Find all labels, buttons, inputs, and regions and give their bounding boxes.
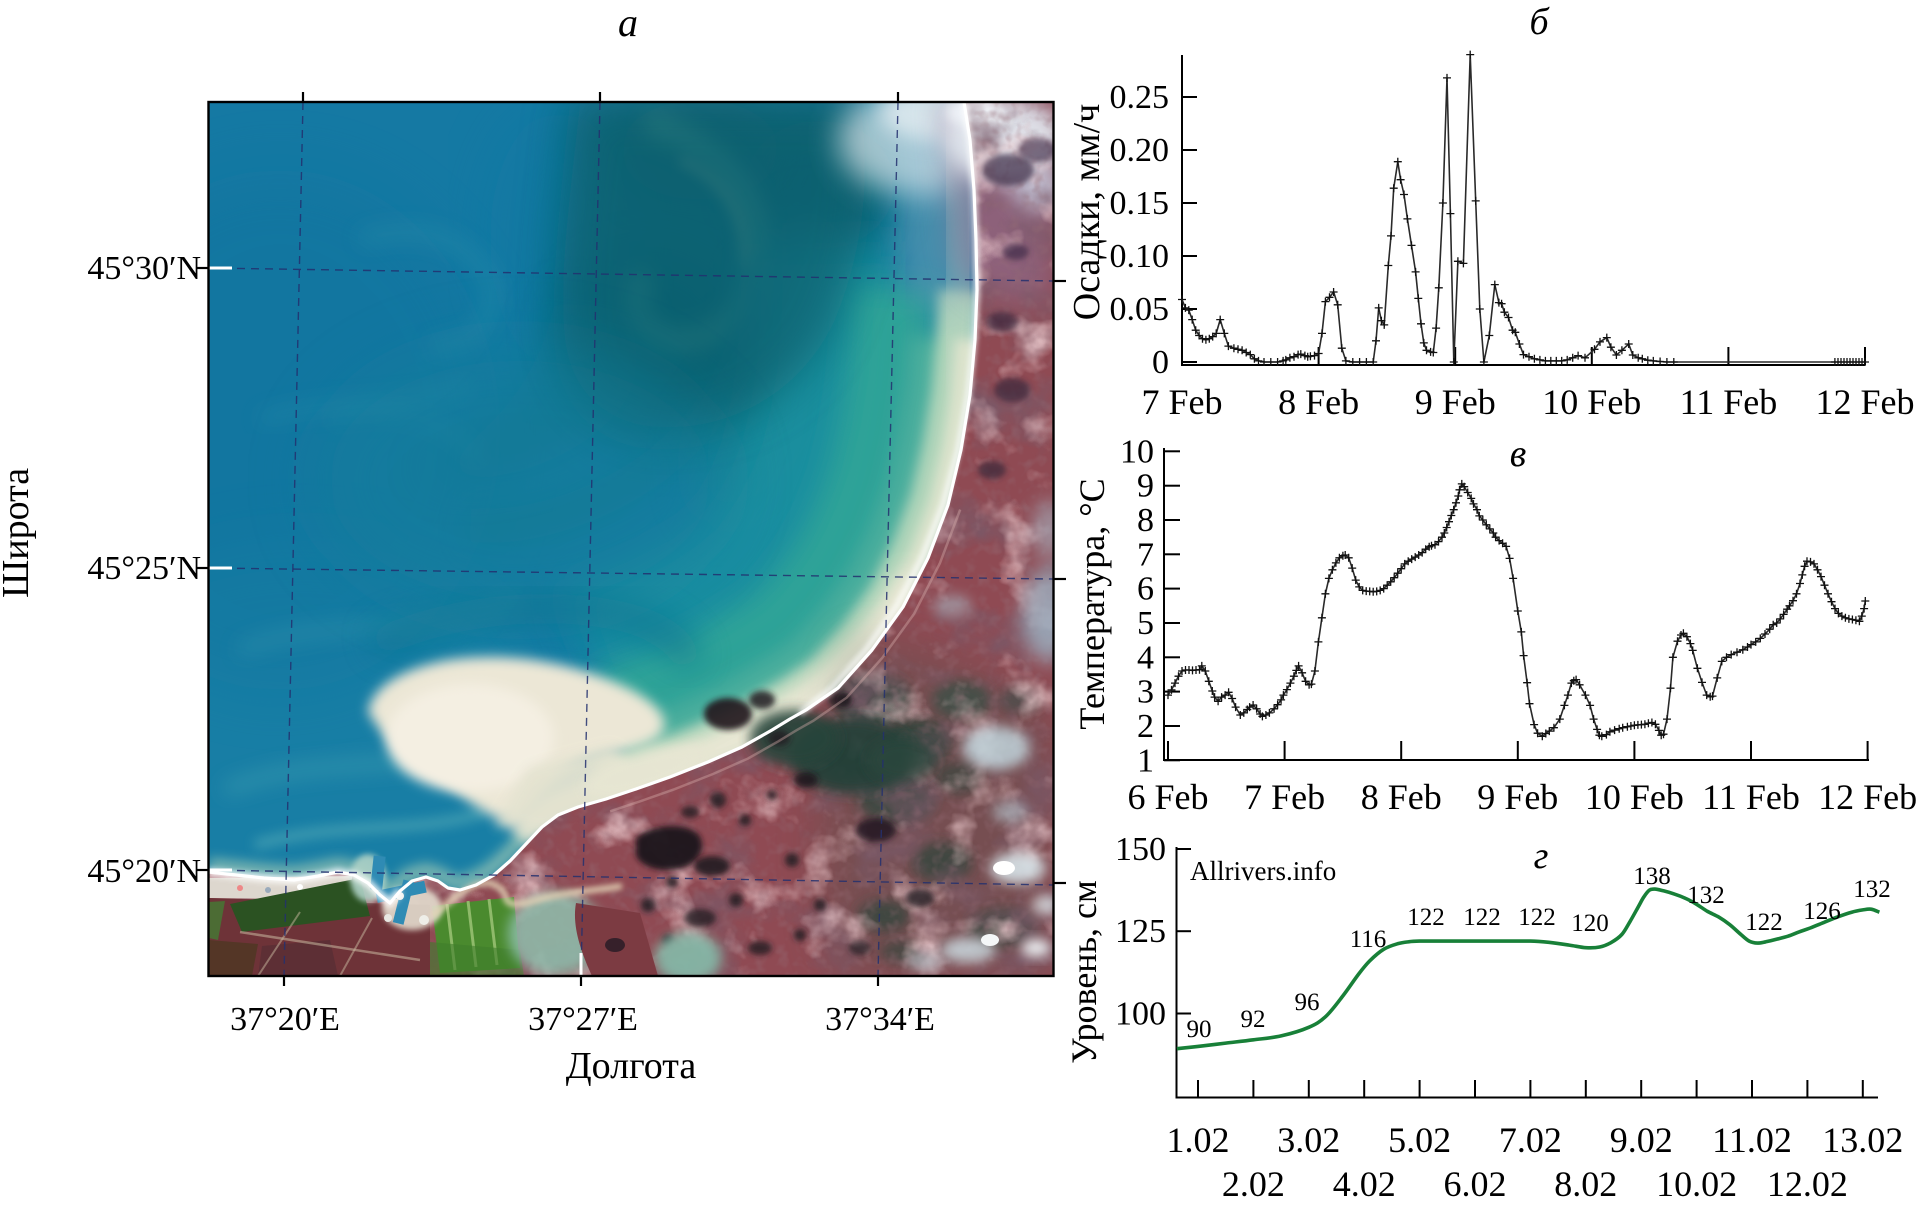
- svg-text:9.02: 9.02: [1610, 1120, 1673, 1160]
- svg-text:б: б: [1529, 1, 1550, 43]
- svg-text:10 Feb: 10 Feb: [1585, 777, 1684, 817]
- svg-text:37°34′E: 37°34′E: [825, 1001, 935, 1038]
- svg-text:12 Feb: 12 Feb: [1816, 382, 1915, 422]
- svg-text:11 Feb: 11 Feb: [1702, 777, 1800, 817]
- svg-text:120: 120: [1571, 910, 1609, 937]
- svg-text:Температура, °С: Температура, °С: [1072, 478, 1112, 729]
- svg-text:132: 132: [1853, 876, 1891, 903]
- svg-text:90: 90: [1187, 1016, 1212, 1043]
- svg-text:150: 150: [1115, 831, 1166, 868]
- svg-text:8 Feb: 8 Feb: [1278, 382, 1359, 422]
- svg-text:Осадки, мм/ч: Осадки, мм/ч: [1066, 104, 1108, 321]
- svg-text:10: 10: [1120, 433, 1154, 470]
- svg-text:7 Feb: 7 Feb: [1244, 777, 1325, 817]
- svg-text:0.20: 0.20: [1110, 132, 1170, 169]
- svg-text:г: г: [1534, 835, 1549, 877]
- svg-text:125: 125: [1115, 913, 1166, 950]
- svg-text:6 Feb: 6 Feb: [1128, 777, 1209, 817]
- svg-text:4.02: 4.02: [1333, 1164, 1396, 1204]
- svg-text:126: 126: [1803, 898, 1841, 925]
- svg-text:Долгота: Долгота: [566, 1045, 697, 1087]
- svg-text:Уровень, см: Уровень, см: [1064, 880, 1104, 1064]
- svg-text:7.02: 7.02: [1499, 1120, 1562, 1160]
- svg-text:0.05: 0.05: [1110, 291, 1170, 328]
- svg-text:122: 122: [1463, 904, 1501, 931]
- svg-text:8 Feb: 8 Feb: [1361, 777, 1442, 817]
- svg-text:9 Feb: 9 Feb: [1415, 382, 1496, 422]
- svg-text:4: 4: [1137, 639, 1154, 676]
- svg-text:7 Feb: 7 Feb: [1142, 382, 1223, 422]
- svg-text:45°20′N: 45°20′N: [87, 853, 201, 890]
- svg-text:11 Feb: 11 Feb: [1680, 382, 1778, 422]
- svg-text:132: 132: [1687, 882, 1725, 909]
- svg-text:45°30′N: 45°30′N: [87, 250, 201, 287]
- svg-text:0.10: 0.10: [1110, 238, 1170, 275]
- svg-text:в: в: [1510, 433, 1527, 475]
- svg-text:5: 5: [1137, 605, 1154, 642]
- svg-text:10 Feb: 10 Feb: [1542, 382, 1641, 422]
- svg-text:122: 122: [1407, 904, 1445, 931]
- svg-text:а: а: [618, 0, 638, 45]
- svg-text:0.15: 0.15: [1110, 185, 1170, 222]
- svg-text:8: 8: [1137, 502, 1154, 539]
- svg-text:2.02: 2.02: [1222, 1164, 1285, 1204]
- svg-text:37°27′E: 37°27′E: [528, 1001, 638, 1038]
- svg-text:12 Feb: 12 Feb: [1818, 777, 1917, 817]
- svg-text:3.02: 3.02: [1277, 1120, 1340, 1160]
- svg-text:3: 3: [1137, 674, 1154, 711]
- svg-text:1.02: 1.02: [1167, 1120, 1230, 1160]
- svg-text:96: 96: [1295, 989, 1320, 1016]
- svg-text:0: 0: [1152, 344, 1169, 381]
- svg-text:2: 2: [1137, 708, 1154, 745]
- svg-text:9: 9: [1137, 468, 1154, 505]
- svg-text:0.25: 0.25: [1110, 79, 1170, 116]
- svg-text:100: 100: [1115, 996, 1166, 1033]
- svg-text:13.02: 13.02: [1822, 1120, 1903, 1160]
- svg-text:92: 92: [1241, 1006, 1266, 1033]
- svg-text:9 Feb: 9 Feb: [1477, 777, 1558, 817]
- svg-text:5.02: 5.02: [1388, 1120, 1451, 1160]
- svg-text:122: 122: [1518, 904, 1556, 931]
- svg-text:6.02: 6.02: [1444, 1164, 1507, 1204]
- svg-text:12.02: 12.02: [1767, 1164, 1848, 1204]
- svg-text:6: 6: [1137, 571, 1154, 608]
- svg-text:122: 122: [1745, 909, 1783, 936]
- svg-text:138: 138: [1633, 863, 1671, 890]
- svg-text:10.02: 10.02: [1656, 1164, 1737, 1204]
- svg-text:7: 7: [1137, 536, 1154, 573]
- svg-text:Allrivers.info: Allrivers.info: [1190, 856, 1336, 886]
- svg-text:8.02: 8.02: [1554, 1164, 1617, 1204]
- svg-text:45°25′N: 45°25′N: [87, 550, 201, 587]
- svg-text:116: 116: [1350, 926, 1387, 953]
- svg-text:1: 1: [1137, 742, 1154, 779]
- svg-text:11.02: 11.02: [1712, 1120, 1792, 1160]
- svg-text:37°20′E: 37°20′E: [230, 1001, 340, 1038]
- svg-text:Широта: Широта: [0, 468, 37, 598]
